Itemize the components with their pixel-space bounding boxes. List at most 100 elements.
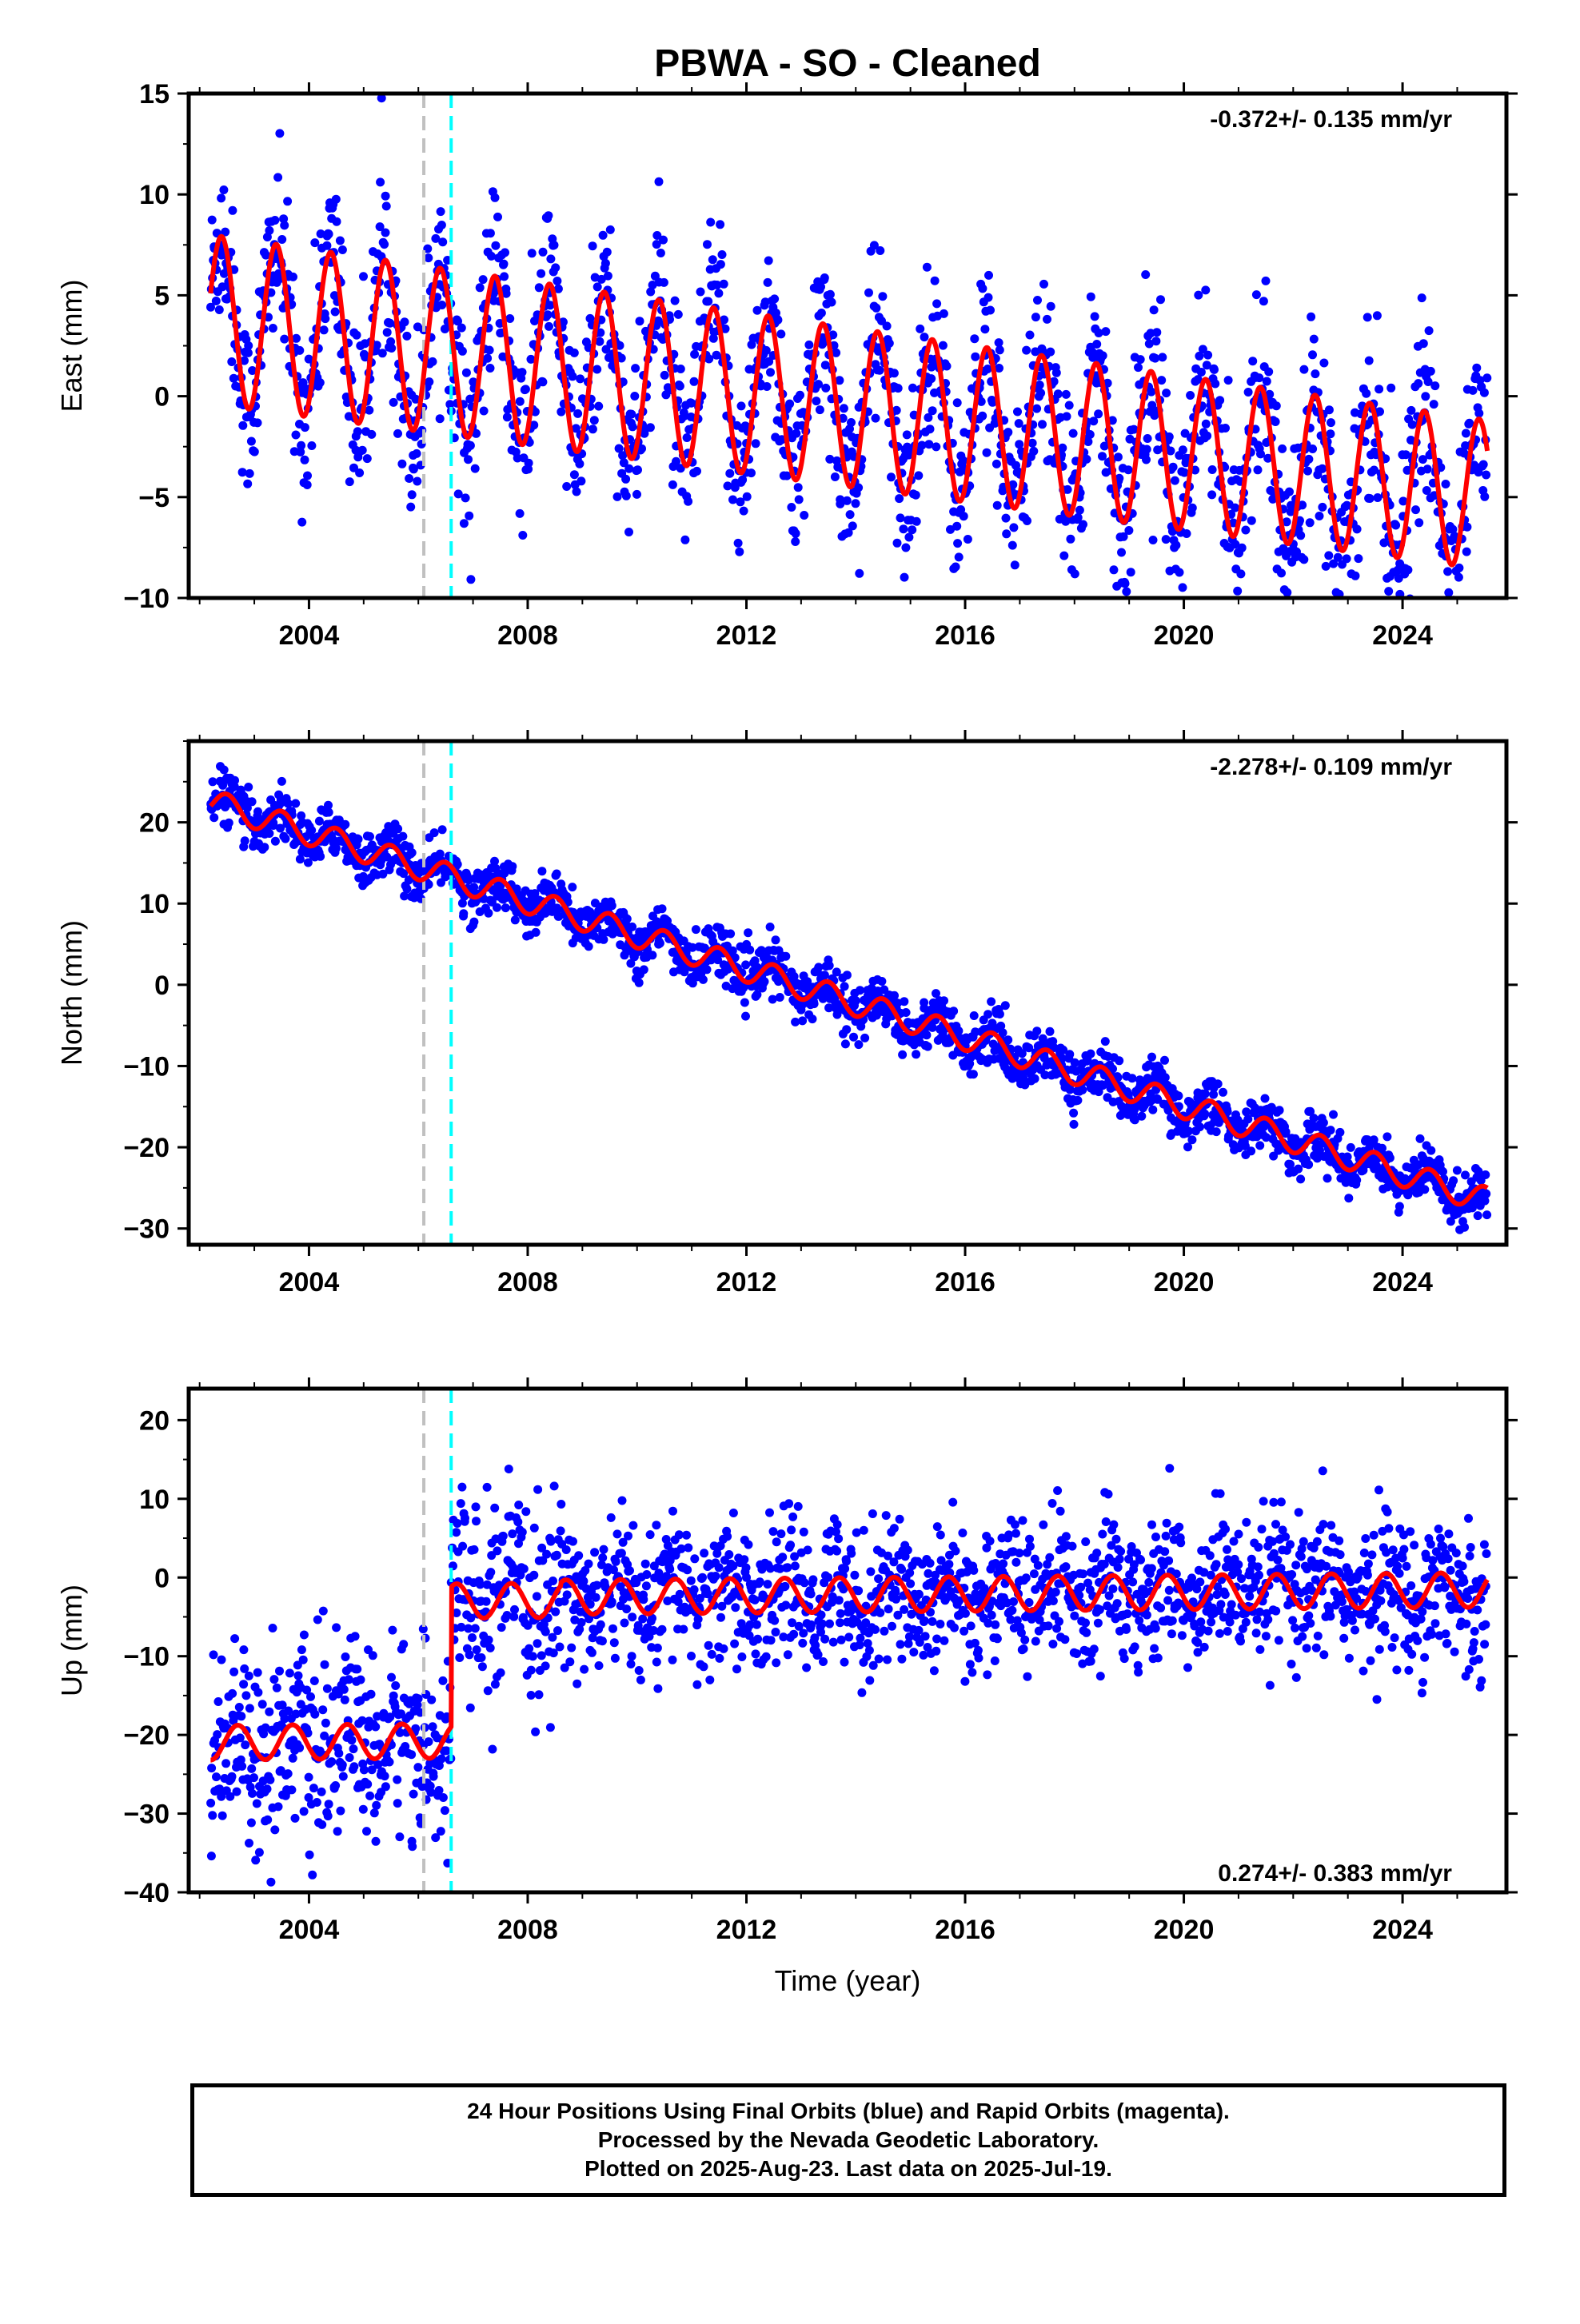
data-point <box>814 963 823 971</box>
data-point <box>273 173 282 181</box>
data-point <box>307 826 316 835</box>
data-point <box>611 1654 620 1663</box>
data-point <box>705 1676 714 1684</box>
data-point <box>291 799 300 808</box>
data-point <box>791 1561 800 1570</box>
data-point <box>1318 464 1327 473</box>
data-point <box>692 467 701 476</box>
data-point <box>349 1744 358 1753</box>
data-point <box>237 1762 246 1771</box>
data-point <box>1150 305 1159 314</box>
data-point <box>341 820 349 829</box>
data-point <box>872 414 880 423</box>
data-point <box>514 1501 523 1509</box>
data-point <box>772 1658 780 1667</box>
data-point <box>1454 573 1463 582</box>
data-point <box>628 923 636 931</box>
data-point <box>544 211 553 220</box>
data-point <box>553 1626 562 1635</box>
data-point <box>655 177 664 186</box>
data-point <box>1311 369 1319 378</box>
data-point <box>692 925 700 934</box>
data-point <box>1303 467 1312 476</box>
data-point <box>635 1666 644 1675</box>
data-point <box>1167 447 1175 456</box>
data-point <box>1162 535 1171 544</box>
data-point <box>227 357 236 366</box>
data-point <box>585 1560 593 1569</box>
data-point <box>912 491 920 500</box>
data-point <box>305 1773 313 1782</box>
data-point <box>249 1773 258 1782</box>
x-tick-label: 2016 <box>935 1267 995 1298</box>
rate-annotation: -2.278+/- 0.109 mm/yr <box>1210 754 1452 780</box>
data-point <box>600 1545 608 1554</box>
data-point <box>207 1764 216 1772</box>
data-point <box>765 1509 774 1517</box>
data-point <box>429 1722 437 1731</box>
data-point <box>792 429 800 438</box>
data-point <box>1419 339 1428 348</box>
data-point <box>457 324 466 333</box>
data-point <box>308 1871 317 1880</box>
data-point <box>1141 270 1150 279</box>
data-point <box>271 837 280 846</box>
data-point <box>1408 421 1417 429</box>
data-point <box>237 1712 245 1720</box>
data-point <box>792 529 800 538</box>
data-point <box>484 909 493 918</box>
data-point <box>694 1615 703 1624</box>
data-point <box>843 971 852 979</box>
data-point <box>533 1639 542 1648</box>
data-point <box>464 455 473 464</box>
data-point <box>959 456 968 465</box>
data-point <box>814 380 823 389</box>
data-point <box>334 1749 343 1758</box>
data-point <box>472 1517 481 1525</box>
data-point <box>406 503 415 512</box>
data-point <box>209 1650 218 1659</box>
data-point <box>409 1790 418 1799</box>
data-point <box>980 325 989 333</box>
data-point <box>500 272 509 281</box>
data-point <box>325 229 333 238</box>
data-point <box>573 488 581 496</box>
data-point <box>478 1662 487 1671</box>
data-point <box>546 254 555 263</box>
data-point <box>294 1672 303 1680</box>
x-tick-label: 2020 <box>1154 620 1215 651</box>
data-point <box>541 1661 550 1670</box>
data-point <box>984 271 993 280</box>
data-point <box>398 832 407 841</box>
data-point <box>1474 1211 1482 1220</box>
data-point <box>472 1502 481 1511</box>
data-point <box>658 1625 667 1634</box>
data-point <box>331 1781 340 1790</box>
data-point <box>493 213 502 221</box>
data-point <box>295 346 304 355</box>
data-point <box>627 1660 636 1668</box>
data-point <box>1082 455 1091 464</box>
data-point <box>562 482 571 491</box>
data-point <box>652 1521 660 1529</box>
data-point <box>1226 627 1235 636</box>
data-point <box>1450 641 1458 650</box>
data-point <box>1047 302 1055 311</box>
data-point <box>372 1801 381 1810</box>
data-point <box>345 1675 353 1684</box>
data-point <box>265 1708 273 1716</box>
data-point <box>1122 588 1131 596</box>
data-point <box>493 1546 501 1555</box>
data-point <box>840 982 849 991</box>
data-point <box>1461 1170 1470 1179</box>
data-point <box>646 1530 655 1539</box>
data-point <box>1211 380 1219 389</box>
data-point <box>986 306 995 315</box>
data-point <box>437 207 445 216</box>
data-point <box>893 539 902 548</box>
data-point <box>289 1754 297 1763</box>
data-point <box>588 1648 596 1657</box>
data-points <box>206 94 1491 703</box>
data-point <box>656 939 664 947</box>
data-point <box>769 1527 778 1536</box>
